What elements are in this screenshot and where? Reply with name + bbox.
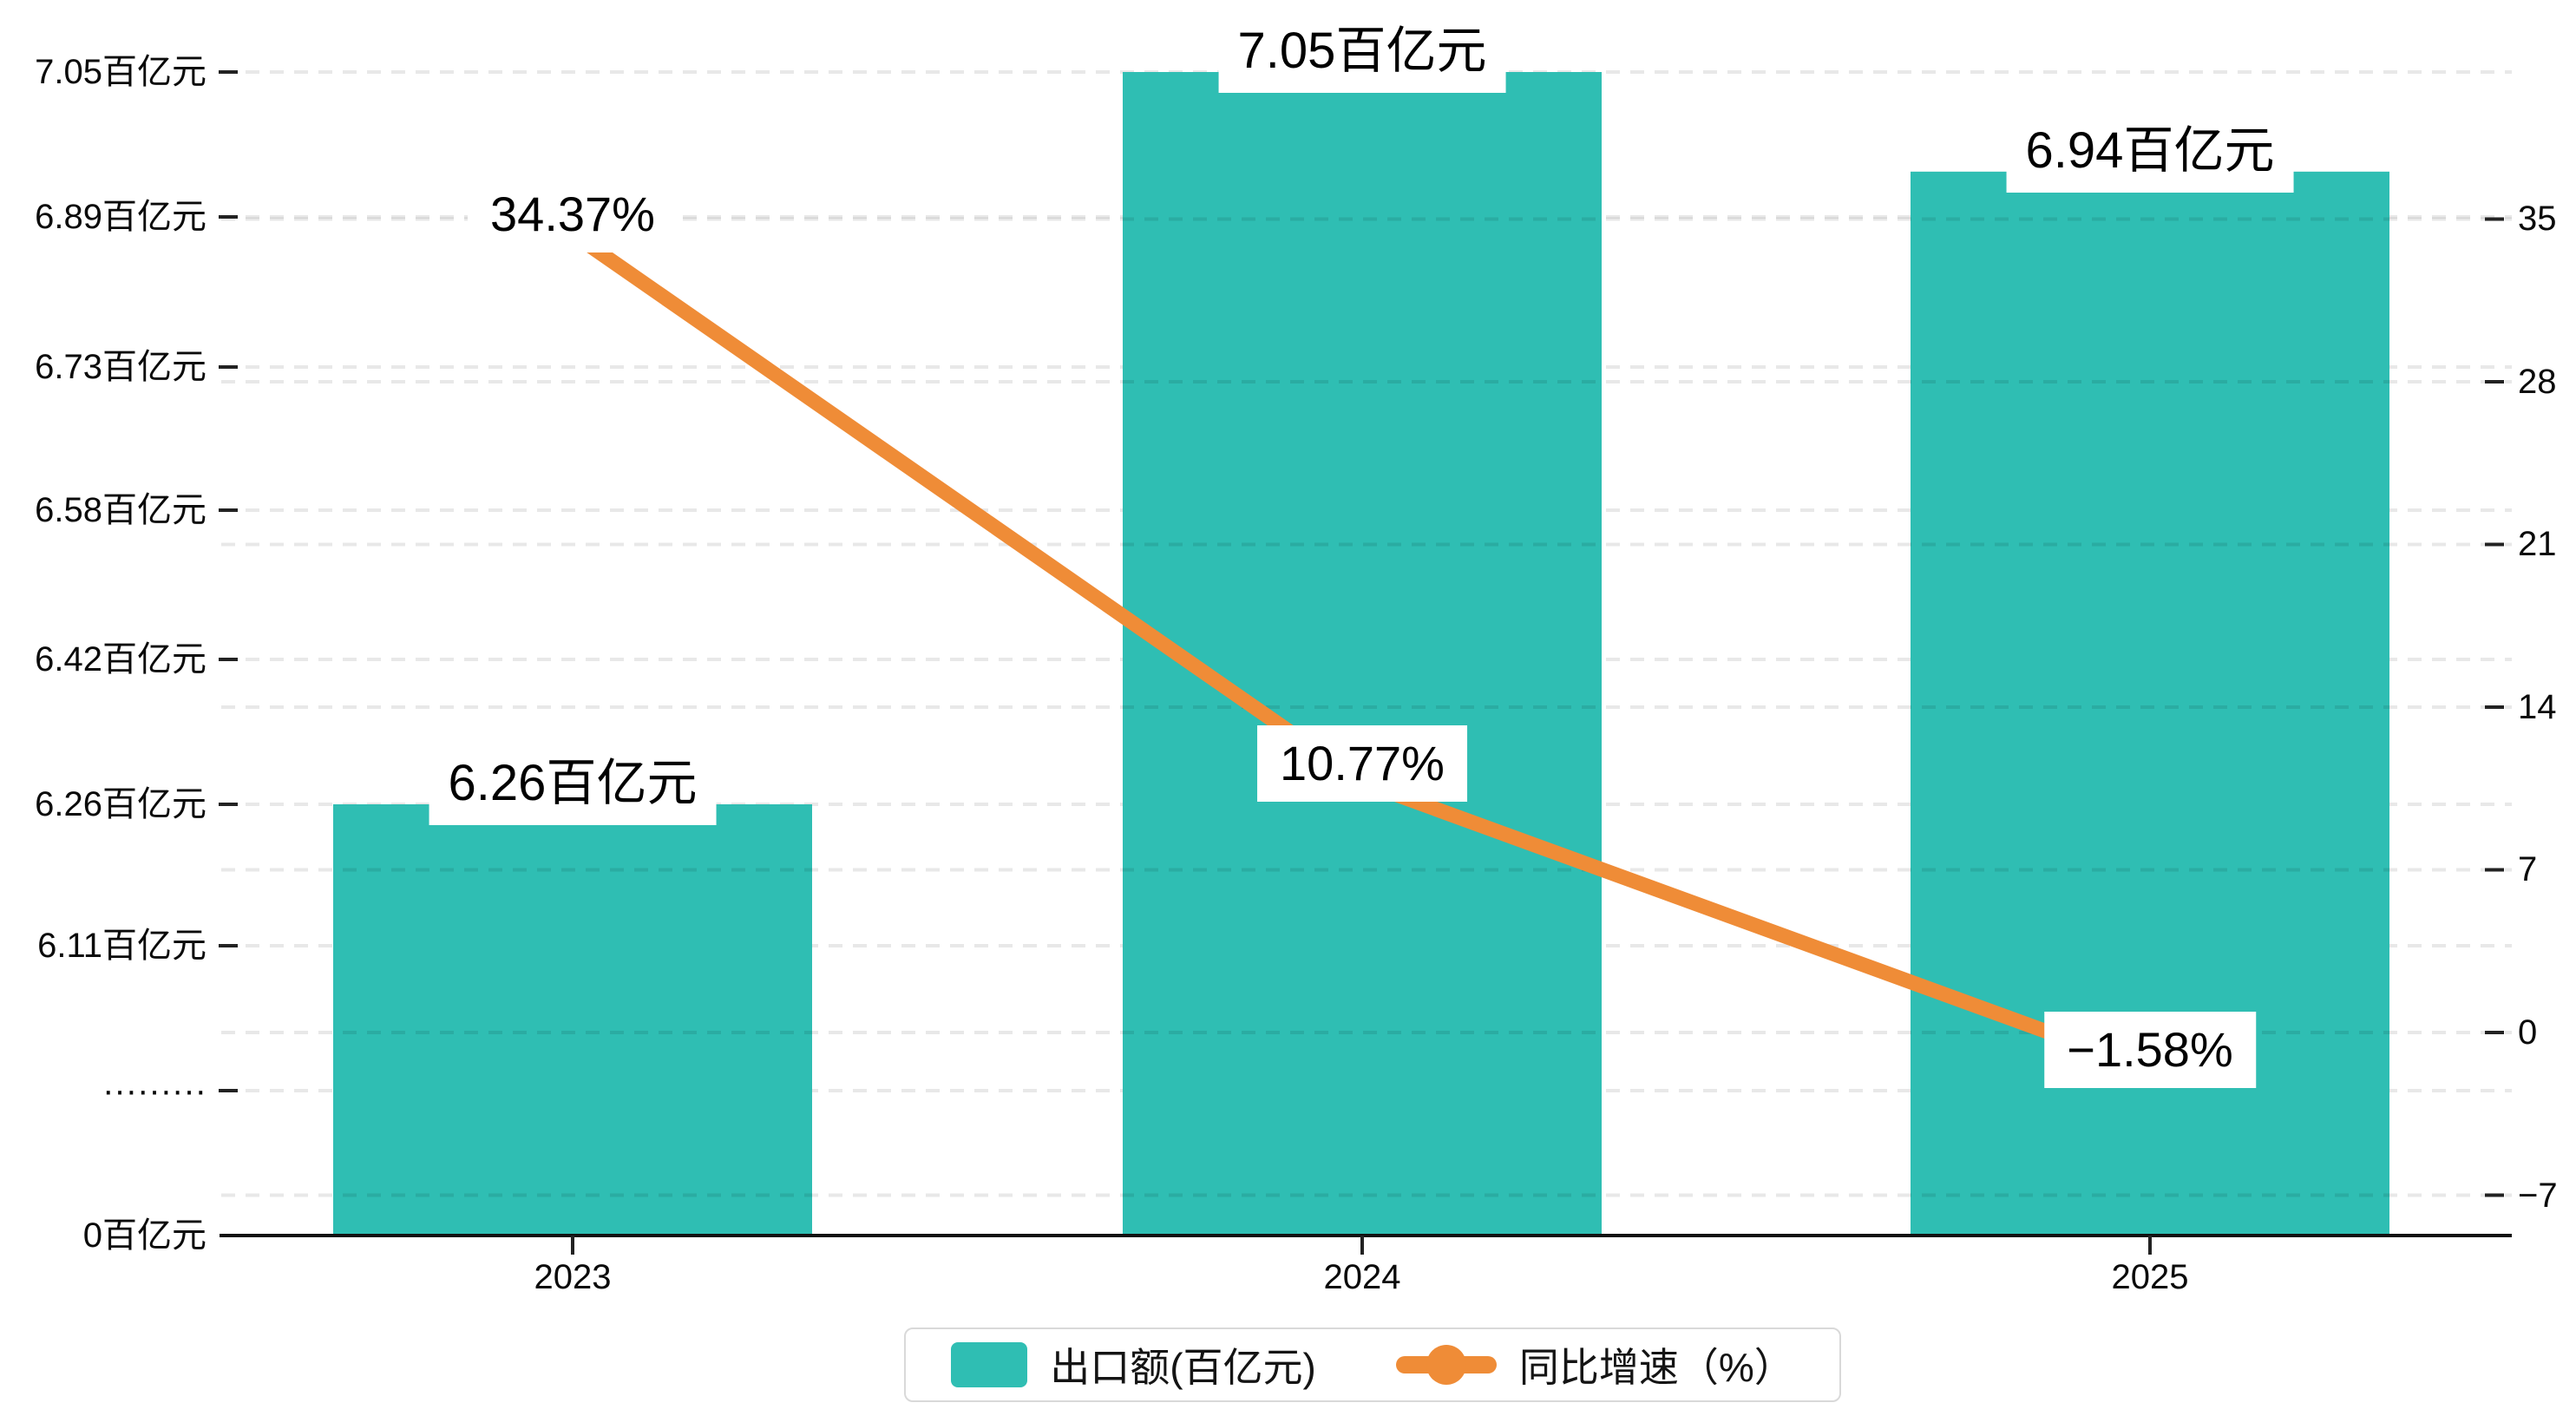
right-axis-label-5: 28: [2518, 362, 2557, 401]
bar-series-swatch: [951, 1342, 1028, 1387]
bar-value-label-2023: 6.26百亿元: [429, 742, 717, 825]
right-axis-label-2: 7: [2518, 850, 2538, 889]
x-axis-label-2025: 2025: [2111, 1258, 2189, 1296]
growth-value-label-2023: 34.37%: [468, 176, 678, 253]
left-axis-label-6: 6.73百亿元: [35, 348, 206, 386]
right-axis-label-4: 21: [2518, 525, 2557, 564]
left-axis-label-8: 7.05百亿元: [35, 53, 206, 91]
legend-item-growth[interactable]: 同比增速（%）: [1395, 1336, 1794, 1393]
x-axis-label-2023: 2023: [534, 1258, 612, 1296]
growth-value-label-2024: 10.77%: [1257, 724, 1467, 802]
left-axis-label-7: 6.89百亿元: [35, 198, 206, 236]
legend: 出口额(百亿元) 同比增速（%）: [904, 1328, 1841, 1402]
line-swatch-dot: [1426, 1345, 1466, 1385]
legend-label-growth: 同比增速（%）: [1518, 1345, 1794, 1390]
right-axis-label-0: −7: [2518, 1176, 2558, 1215]
bar-value-label-2025: 6.94百亿元: [2006, 108, 2294, 193]
line-series-swatch: [1395, 1342, 1497, 1387]
legend-label-export: 出口额(百亿元): [1050, 1345, 1316, 1390]
right-axis-label-6: 35: [2518, 200, 2557, 239]
bar-value-label-2024: 7.05百亿元: [1218, 10, 1506, 93]
x-axis-label-2024: 2024: [1323, 1258, 1401, 1296]
bar-2024: [1123, 72, 1602, 1236]
right-axis-label-1: 0: [2518, 1013, 2538, 1052]
left-axis-label-5: 6.58百亿元: [35, 491, 206, 529]
right-axis-label-3: 14: [2518, 687, 2557, 726]
left-axis-label-1: ·········: [102, 1072, 206, 1110]
growth-value-label-2025: −1.58%: [2044, 1012, 2256, 1089]
bar-2023: [333, 804, 812, 1236]
left-axis-label-4: 6.42百亿元: [35, 640, 206, 678]
legend-item-export[interactable]: 出口额(百亿元): [951, 1336, 1316, 1393]
left-axis-label-3: 6.26百亿元: [35, 785, 206, 823]
left-axis-label-0: 0百亿元: [82, 1216, 206, 1255]
left-axis-label-2: 6.11百亿元: [37, 927, 206, 965]
